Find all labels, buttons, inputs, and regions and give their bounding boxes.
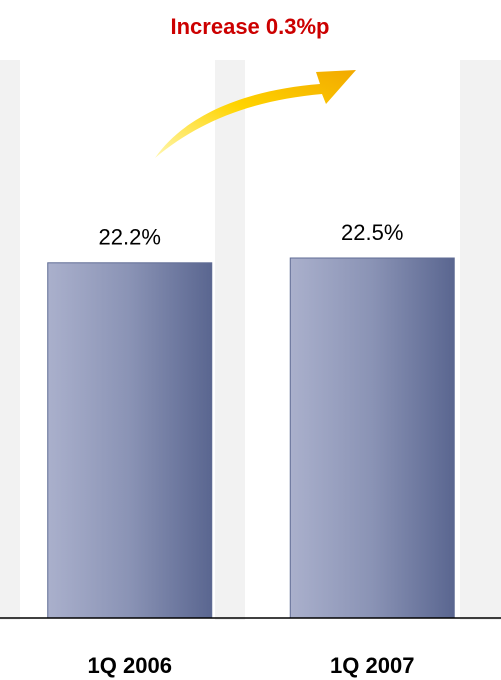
bar	[289, 257, 455, 619]
bar	[47, 262, 213, 619]
annotation: Increase 0.3%p	[171, 14, 330, 39]
x-tick-label: 1Q 2006	[88, 653, 172, 678]
value-label: 22.2%	[99, 225, 161, 250]
x-tick-label: 1Q 2007	[330, 653, 414, 678]
value-label: 22.5%	[341, 220, 403, 245]
increase-arrow	[155, 70, 356, 158]
background-decoration	[0, 60, 501, 620]
